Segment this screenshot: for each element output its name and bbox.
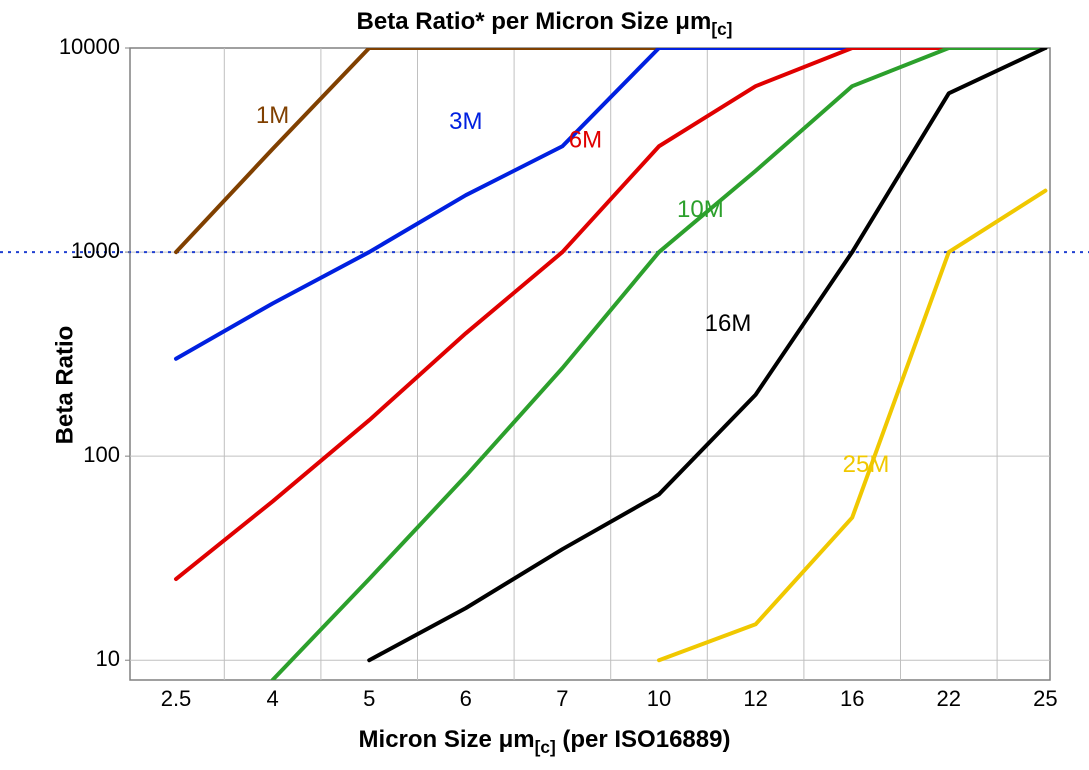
x-tick-label: 10 — [647, 686, 671, 711]
series-label-25M: 25M — [843, 451, 890, 478]
x-tick-label: 2.5 — [161, 686, 192, 711]
y-tick-label: 1000 — [71, 238, 120, 263]
chart-container: Beta Ratio* per Micron Size μm[c] Beta R… — [0, 0, 1089, 770]
x-tick-label: 5 — [363, 686, 375, 711]
y-tick-label: 10 — [96, 646, 120, 671]
x-tick-label: 7 — [556, 686, 568, 711]
xlabel-suffix: (per ISO16889) — [556, 726, 731, 753]
chart-svg: 101001000100002.5456710121622251M3M6M10M… — [0, 0, 1089, 770]
chart-title: Beta Ratio* per Micron Size μm[c] — [0, 8, 1089, 40]
title-subscript: [c] — [711, 19, 732, 39]
series-label-6M: 6M — [569, 126, 602, 153]
series-label-10M: 10M — [677, 196, 724, 223]
xlabel-symbol: μm — [499, 726, 535, 753]
xlabel-subscript: [c] — [535, 737, 556, 757]
x-axis-label: Micron Size μm[c] (per ISO16889) — [0, 726, 1089, 758]
x-tick-label: 25 — [1033, 686, 1057, 711]
title-symbol: μm — [675, 8, 711, 35]
x-tick-label: 16 — [840, 686, 864, 711]
x-tick-label: 6 — [460, 686, 472, 711]
y-tick-label: 100 — [83, 442, 120, 467]
xlabel-prefix: Micron Size — [359, 726, 499, 753]
y-axis-label: Beta Ratio — [51, 326, 79, 445]
series-label-1M: 1M — [256, 102, 289, 129]
x-tick-label: 22 — [937, 686, 961, 711]
x-tick-label: 12 — [743, 686, 767, 711]
series-label-16M: 16M — [705, 310, 752, 337]
series-label-3M: 3M — [449, 108, 482, 135]
title-text: Beta Ratio* per Micron Size — [357, 8, 676, 35]
x-tick-label: 4 — [266, 686, 278, 711]
